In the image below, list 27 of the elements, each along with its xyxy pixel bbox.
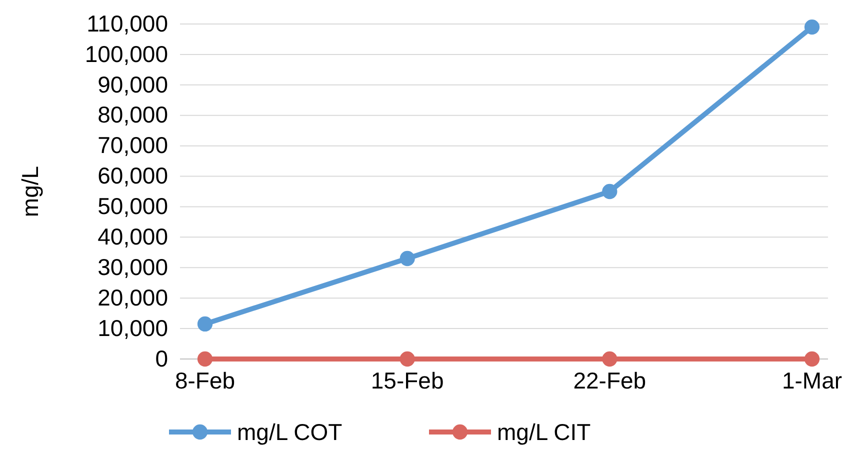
y-tick-label: 0 [155, 345, 168, 372]
y-tick-label: 50,000 [98, 193, 168, 220]
point [400, 250, 415, 266]
y-tick-label: 80,000 [98, 102, 168, 128]
point [400, 351, 415, 367]
point [197, 316, 213, 332]
y-tick-label: 30,000 [98, 254, 168, 280]
y-tick-label: 100,000 [84, 40, 168, 67]
x-tick-label: 8-Feb [174, 367, 236, 394]
x-tick-label: 15-Feb [370, 367, 444, 394]
x-tick-label: 22-Feb [573, 367, 646, 394]
x-tick-label: 1-Mar [782, 367, 842, 394]
y-tick-label: 110,000 [86, 10, 168, 36]
point [197, 351, 213, 367]
y-tick-label: 40,000 [98, 224, 168, 250]
y-tick-label: 10,000 [98, 314, 168, 341]
y-tick-label: 70,000 [98, 132, 168, 158]
point [602, 351, 618, 367]
y-axis-title: mg/L [17, 166, 43, 218]
legend-label: mg/L CIT [497, 419, 591, 446]
point [804, 19, 820, 35]
y-tick-label: 20,000 [98, 284, 168, 310]
point [602, 184, 618, 200]
legend-label: mg/L COT [237, 419, 342, 446]
y-tick-label: 60,000 [98, 162, 168, 189]
y-tick-label: 90,000 [98, 71, 168, 98]
point [804, 351, 820, 367]
